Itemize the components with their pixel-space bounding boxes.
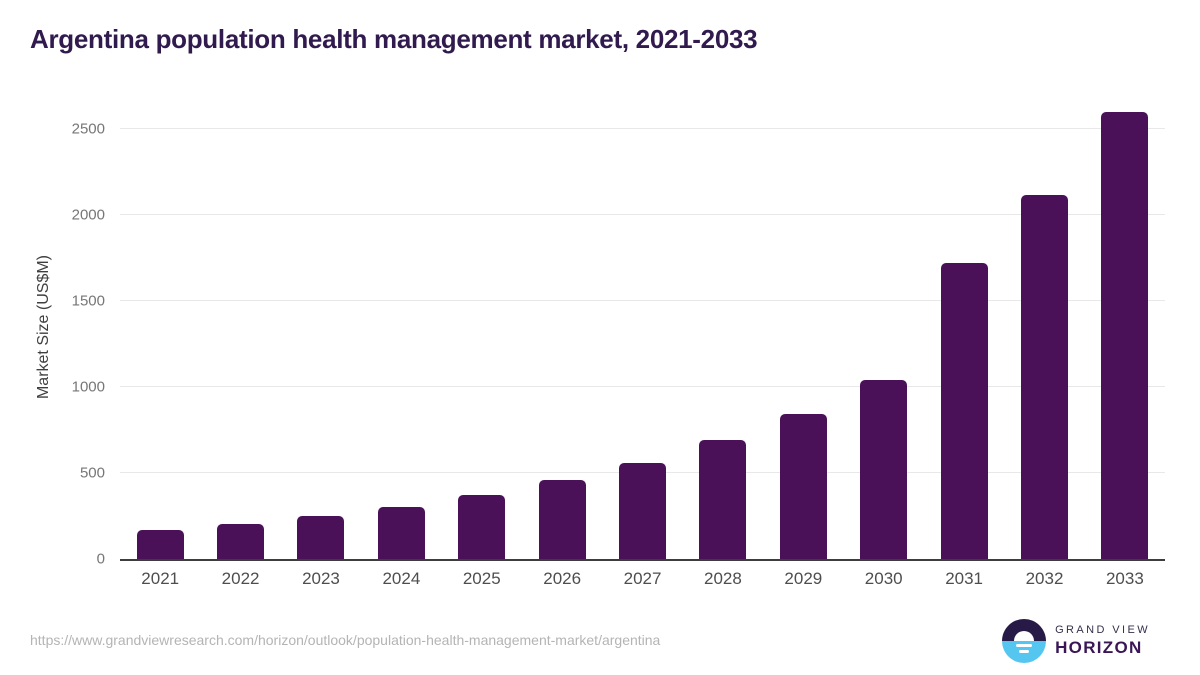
source-url: https://www.grandviewresearch.com/horizo… (30, 632, 661, 648)
x-tick-label-2029: 2029 (784, 569, 823, 588)
bar-2021 (136, 529, 184, 559)
bar-slot-2025 (442, 105, 522, 559)
x-tick-label-2021: 2021 (141, 569, 180, 588)
bar-slot-2024 (361, 105, 441, 559)
y-tick-label-1500: 1500 (71, 292, 105, 310)
gridline-1500 (120, 300, 1165, 302)
bar-slot-2028 (683, 105, 763, 559)
bar-slot-2027 (602, 105, 682, 559)
bar-2025 (458, 494, 506, 559)
x-tick-label-2028: 2028 (704, 569, 742, 588)
x-tick-label-2031: 2031 (945, 569, 984, 588)
bar-slot-2022 (200, 105, 280, 559)
bar-2022 (217, 523, 265, 559)
bar-series (120, 105, 1165, 559)
brand-name-bottom: HORIZON (1055, 638, 1143, 657)
bar-slot-2033 (1085, 105, 1165, 559)
bar-2028 (699, 440, 747, 559)
bar-slot-2026 (522, 105, 602, 559)
bar-slot-2030 (844, 105, 924, 559)
bar-2031 (940, 263, 988, 559)
bar-2032 (1020, 195, 1068, 559)
sun-shape (1014, 631, 1035, 641)
x-tick-label-2022: 2022 (221, 569, 260, 588)
bar-slot-2021 (120, 105, 200, 559)
bar-slot-2032 (1004, 105, 1084, 559)
bar-slot-2023 (281, 105, 361, 559)
y-tick-label-2500: 2500 (71, 120, 105, 138)
x-tick-label-2033: 2033 (1105, 569, 1144, 588)
bar-slot-2029 (763, 105, 843, 559)
bar-2027 (619, 462, 667, 559)
x-tick-label-2026: 2026 (543, 569, 582, 588)
y-tick-label-2000: 2000 (71, 206, 105, 224)
y-tick-label-500: 500 (79, 464, 105, 482)
brand-name-top: GRAND VIEW (1055, 624, 1150, 636)
y-axis-tick-labels: 0 500 1000 1500 2000 2500 (0, 105, 105, 568)
x-tick-label-2023: 2023 (302, 569, 340, 588)
reflection-line (1016, 644, 1033, 647)
gridline-2000 (120, 214, 1165, 216)
bar-2030 (860, 380, 908, 559)
bar-slot-2031 (924, 105, 1004, 559)
x-tick-label-2027: 2027 (623, 569, 662, 588)
reflection-line (1019, 650, 1030, 653)
bar-2029 (779, 413, 827, 559)
bar-2033 (1101, 111, 1149, 559)
bar-2026 (538, 479, 586, 559)
gridline-1000 (120, 386, 1165, 388)
x-tick-label-2032: 2032 (1025, 569, 1064, 588)
chart-title: Argentina population health management m… (30, 24, 758, 54)
sunrise-horizon-icon (1002, 619, 1047, 663)
y-tick-label-1000: 1000 (71, 378, 105, 396)
gridline-2500 (120, 128, 1165, 130)
bar-2023 (297, 516, 345, 559)
grand-view-horizon-logo: GRAND VIEW HORIZON (1002, 619, 1150, 663)
x-tick-label-2030: 2030 (864, 569, 903, 588)
x-tick-label-2025: 2025 (462, 569, 501, 588)
logo-text: GRAND VIEW HORIZON (1055, 624, 1150, 658)
x-axis-tick-labels: 2021 2022 2023 2024 2025 2026 2027 2028 2029 2030… (120, 569, 1165, 589)
x-tick-label-2024: 2024 (382, 569, 421, 588)
bar-2024 (377, 506, 425, 559)
plot-area (120, 105, 1165, 561)
y-tick-label-0: 0 (96, 550, 105, 568)
